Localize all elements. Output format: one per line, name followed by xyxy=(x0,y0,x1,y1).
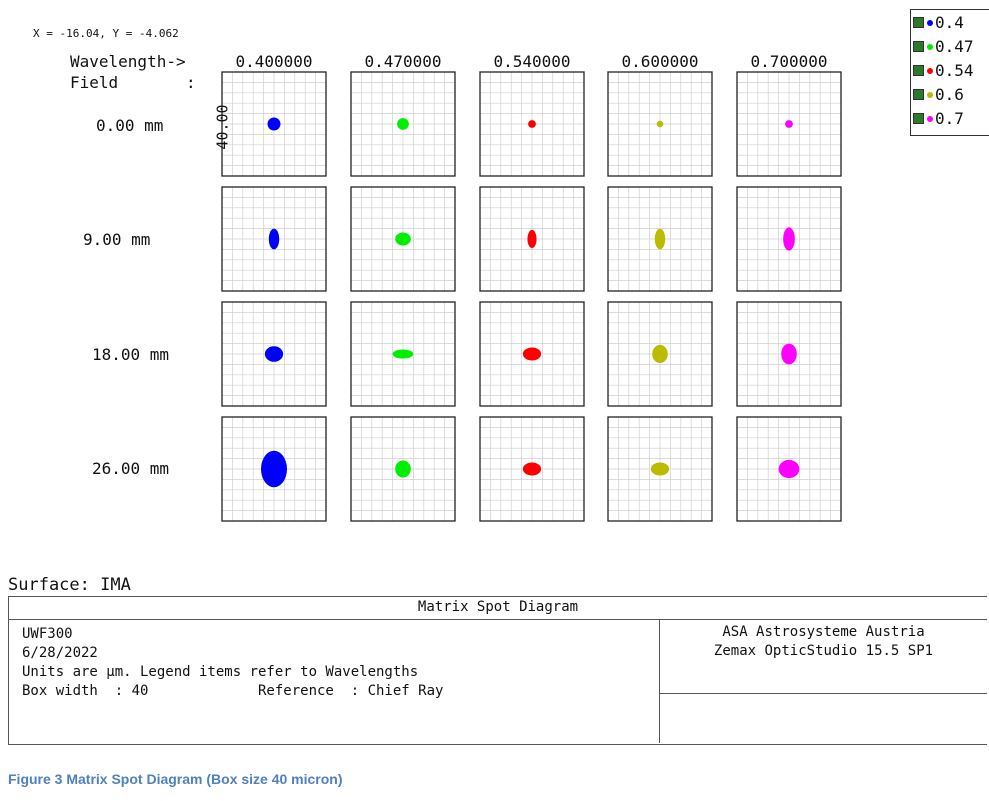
spot-box-r0-c1 xyxy=(350,71,456,177)
legend-checkbox-icon[interactable] xyxy=(913,65,924,76)
legend-checkbox-icon[interactable] xyxy=(913,17,924,28)
spot-r2-c2 xyxy=(522,347,542,361)
spot-box-r3-c0 xyxy=(221,416,327,522)
wavelength-header-0: 0.400000 xyxy=(235,52,313,71)
spot-box-r0-c3 xyxy=(607,71,713,177)
legend-dot-icon xyxy=(927,43,933,50)
spot-r2-c1 xyxy=(392,349,414,359)
legend-item-0[interactable]: 0.4 xyxy=(913,12,964,34)
spot-box-r3-c2 xyxy=(479,416,585,522)
spot-r3-c3 xyxy=(650,462,670,476)
surface-label: Surface: IMA xyxy=(8,575,131,595)
legend-label: 0.4 xyxy=(935,13,964,32)
info-line-date: 6/28/2022 xyxy=(22,645,98,661)
legend-label: 0.6 xyxy=(935,85,964,104)
legend-checkbox-icon[interactable] xyxy=(913,41,924,52)
wavelength-header-2: 0.540000 xyxy=(493,52,571,71)
field-axis-colon: : xyxy=(186,73,196,92)
spot-box-r2-c2 xyxy=(479,301,585,407)
legend-dot-icon xyxy=(927,67,933,74)
spot-r1-c3 xyxy=(654,228,666,250)
legend: 0.4 0.47 0.54 0.6 0.7 xyxy=(910,9,989,136)
legend-item-1[interactable]: 0.47 xyxy=(913,36,974,58)
spot-box-r0-c0 xyxy=(221,71,327,177)
legend-checkbox-icon[interactable] xyxy=(913,113,924,124)
spot-box-r1-c4 xyxy=(736,186,842,292)
spot-r2-c3 xyxy=(652,344,668,364)
info-company: ASA Astrosysteme Austria xyxy=(722,624,925,640)
spot-box-r2-c3 xyxy=(607,301,713,407)
spot-r2-c4 xyxy=(781,343,797,365)
info-right-separator xyxy=(660,693,987,694)
wavelength-axis-label: Wavelength-> xyxy=(70,52,186,71)
spot-r1-c1 xyxy=(395,232,411,246)
spot-r0-c2 xyxy=(528,120,536,128)
field-label-1: 9.00 mm xyxy=(83,230,151,249)
wavelength-header-1: 0.470000 xyxy=(364,52,442,71)
spot-r3-c1 xyxy=(395,460,411,478)
spot-r3-c0 xyxy=(261,450,287,488)
spot-box-r0-c4 xyxy=(736,71,842,177)
cursor-coordinate-readout: X = -16.04, Y = -4.062 xyxy=(33,27,179,40)
legend-label: 0.47 xyxy=(935,37,974,56)
spot-box-r0-c2 xyxy=(479,71,585,177)
info-details: UWF300 6/28/2022 Units are µm. Legend it… xyxy=(22,625,443,701)
field-label-0: 0.00 mm xyxy=(96,116,164,135)
info-line-box-width: Box width : 40 Reference : Chief Ray xyxy=(22,683,444,699)
box-scale-label: 40.00 xyxy=(213,104,232,150)
legend-item-2[interactable]: 0.54 xyxy=(913,60,974,82)
legend-label: 0.54 xyxy=(935,61,974,80)
legend-dot-icon xyxy=(927,115,933,122)
info-software: Zemax OpticStudio 15.5 SP1 xyxy=(713,643,934,659)
info-line-design: UWF300 xyxy=(22,626,73,642)
spot-r1-c2 xyxy=(527,229,537,249)
field-axis-label: Field xyxy=(70,73,119,92)
spot-box-r1-c0 xyxy=(221,186,327,292)
legend-item-3[interactable]: 0.6 xyxy=(913,84,964,106)
legend-checkbox-icon[interactable] xyxy=(913,89,924,100)
spot-box-r2-c4 xyxy=(736,301,842,407)
wavelength-header-4: 0.700000 xyxy=(750,52,828,71)
spot-box-r1-c3 xyxy=(607,186,713,292)
legend-item-4[interactable]: 0.7 xyxy=(913,108,964,130)
spot-box-r3-c3 xyxy=(607,416,713,522)
spot-r0-c3 xyxy=(656,120,664,128)
info-title-row: Matrix Spot Diagram xyxy=(9,597,987,620)
info-title: Matrix Spot Diagram xyxy=(417,599,579,615)
field-label-3: 26.00 mm xyxy=(92,459,170,478)
figure-caption: Figure 3 Matrix Spot Diagram (Box size 4… xyxy=(8,771,343,787)
spot-box-r1-c1 xyxy=(350,186,456,292)
spot-r1-c0 xyxy=(268,228,280,250)
spot-box-r2-c1 xyxy=(350,301,456,407)
spot-box-r1-c2 xyxy=(479,186,585,292)
info-line-units: Units are µm. Legend items refer to Wave… xyxy=(22,664,419,680)
legend-label: 0.7 xyxy=(935,109,964,128)
spot-r0-c1 xyxy=(397,118,409,130)
spot-box-r3-c4 xyxy=(736,416,842,522)
legend-dot-icon xyxy=(927,19,933,26)
spot-box-r3-c1 xyxy=(350,416,456,522)
wavelength-header-3: 0.600000 xyxy=(621,52,699,71)
spot-r3-c2 xyxy=(522,462,542,476)
info-panel: Matrix Spot Diagram UWF300 6/28/2022 Uni… xyxy=(8,596,987,745)
spot-r3-c4 xyxy=(778,459,800,479)
info-divider xyxy=(659,619,660,743)
spot-diagram-matrix xyxy=(221,71,842,522)
spot-r0-c0 xyxy=(267,117,281,131)
spot-r1-c4 xyxy=(783,227,795,251)
spot-r0-c4 xyxy=(785,120,793,128)
legend-dot-icon xyxy=(927,91,933,98)
spot-r2-c0 xyxy=(264,346,284,362)
spot-box-r2-c0 xyxy=(221,301,327,407)
info-company-block: ASA Astrosysteme Austria Zemax OpticStud… xyxy=(660,623,987,661)
field-label-2: 18.00 mm xyxy=(92,345,170,364)
